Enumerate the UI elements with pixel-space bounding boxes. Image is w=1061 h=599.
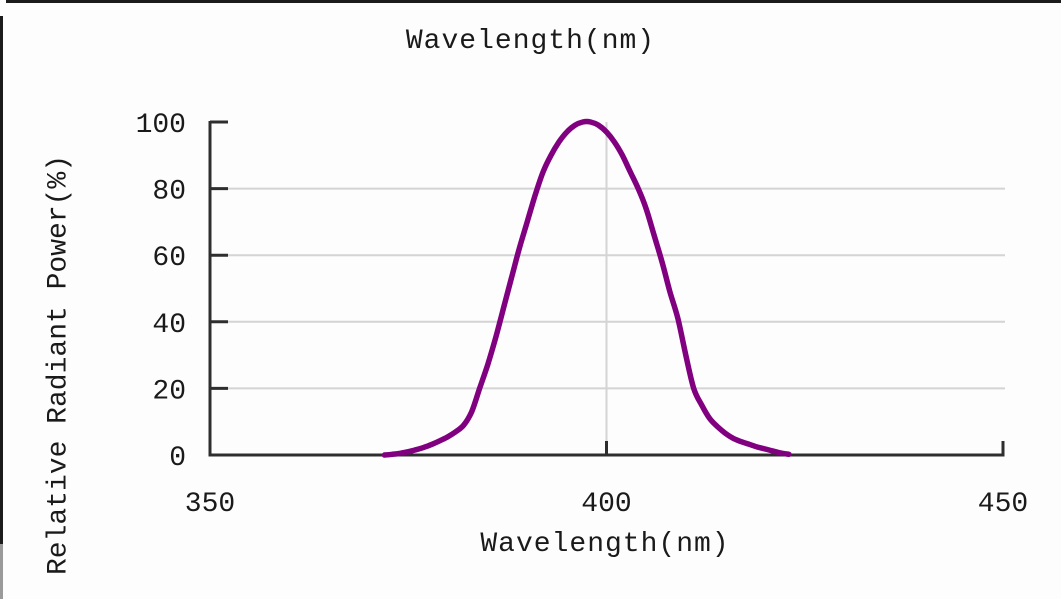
y-tick-label: 0 (169, 443, 186, 474)
y-tick-label: 20 (152, 376, 186, 407)
y-tick-label: 80 (152, 177, 186, 208)
y-tick-label: 100 (136, 110, 186, 141)
chart-title: Wavelength(nm) (405, 26, 656, 57)
x-tick-label: 400 (581, 489, 631, 520)
scan-border-left (0, 16, 3, 544)
x-axis-title: Wavelength(nm) (480, 529, 730, 560)
y-tick-label: 60 (152, 243, 186, 274)
spectrum-curve (381, 118, 792, 458)
x-tick-label: 450 (978, 489, 1028, 520)
scan-border-left-lower (0, 544, 3, 599)
y-tick-label: 40 (152, 310, 186, 341)
scan-border-top (6, 0, 1061, 3)
x-tick-label: 350 (185, 489, 235, 520)
